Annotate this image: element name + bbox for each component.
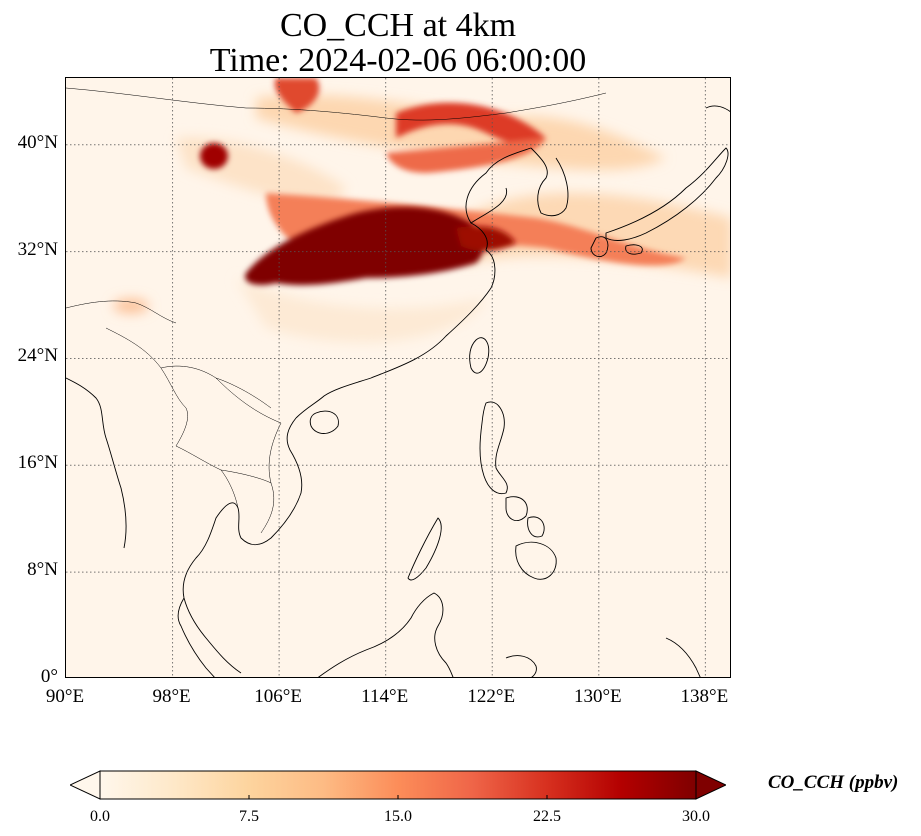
japan-shikoku [625,244,643,255]
colorbar-body [99,770,697,800]
japan-honshu [605,147,729,241]
philippines-luzon [479,401,508,495]
plume-core-east [456,226,516,251]
philippines-visayas [505,496,545,538]
colorbar-tick-label: 7.5 [239,808,259,825]
colorbar-tick-label: 0.0 [90,808,110,825]
colorbar-tickmarks [99,795,697,799]
gridlines [66,78,730,677]
concentration-field [113,78,730,343]
hokkaido-coast [705,105,730,113]
map-time-subtitle: Time: 2024-02-06 06:00:00 [209,42,587,79]
palawan [407,517,442,581]
lat-tick-label: 0° [40,666,58,687]
plume-light-north [256,94,666,170]
japan-kyushu [590,236,609,258]
korea-coastline [530,147,569,217]
border-thailand [175,445,239,509]
new-guinea-coast [665,637,701,677]
lon-tick-label: 138°E [680,686,729,707]
map-title: CO_CCH at 4km [279,7,517,44]
border-laos-vietnam [215,377,282,534]
plume-light-south [236,278,486,343]
plume-light-west [176,137,346,203]
malay-peninsula [177,597,215,677]
sulawesi-coast [505,655,537,677]
border-cambodia [220,469,272,484]
border-north [66,87,607,121]
colorbar-extend-max [695,770,726,800]
lon-tick-label: 122°E [467,686,516,707]
lat-tick-label: 16°N [17,452,58,474]
colorbar-tick-label: 15.0 [384,808,412,825]
colorbar-tick-label: 22.5 [533,808,561,825]
plume-nw-blob [200,143,228,169]
lon-tick-label: 98°E [152,686,191,707]
border-myanmar [105,327,188,447]
colorbar-label: CO_CCH (ppbv) [768,772,899,793]
colorbar-extend-min [70,770,101,800]
lat-tick-label: 32°N [17,238,58,260]
lon-tick-label: 130°E [573,686,622,707]
plume-ne-arc [396,102,546,146]
plume-spot-south [113,299,149,313]
lon-tick-label: 106°E [254,686,302,707]
lat-tick-label: 8°N [27,559,58,581]
lon-tick-label: 114°E [361,686,409,707]
border-china-south [160,365,272,409]
plume-ne-band [386,138,546,173]
lat-tick-label: 40°N [17,131,58,153]
bohai-coast [465,147,532,224]
colorbar-tick-label: 30.0 [682,808,710,825]
indochina-coast [182,417,303,674]
colorbar [70,770,726,800]
plume-core [245,206,485,286]
taiwan [469,337,490,374]
hainan [309,410,339,434]
lat-tick-label: 24°N [17,345,58,367]
bay-of-bengal-coast [66,377,127,549]
coastlines [66,105,730,677]
borneo-coast [317,592,454,677]
border-himalaya [66,300,177,324]
china-coastline [295,187,507,419]
map-panel [65,77,731,678]
lon-tick-label: 90°E [45,686,85,707]
philippines-mindanao [515,541,557,580]
plume-north-streak [274,78,320,113]
